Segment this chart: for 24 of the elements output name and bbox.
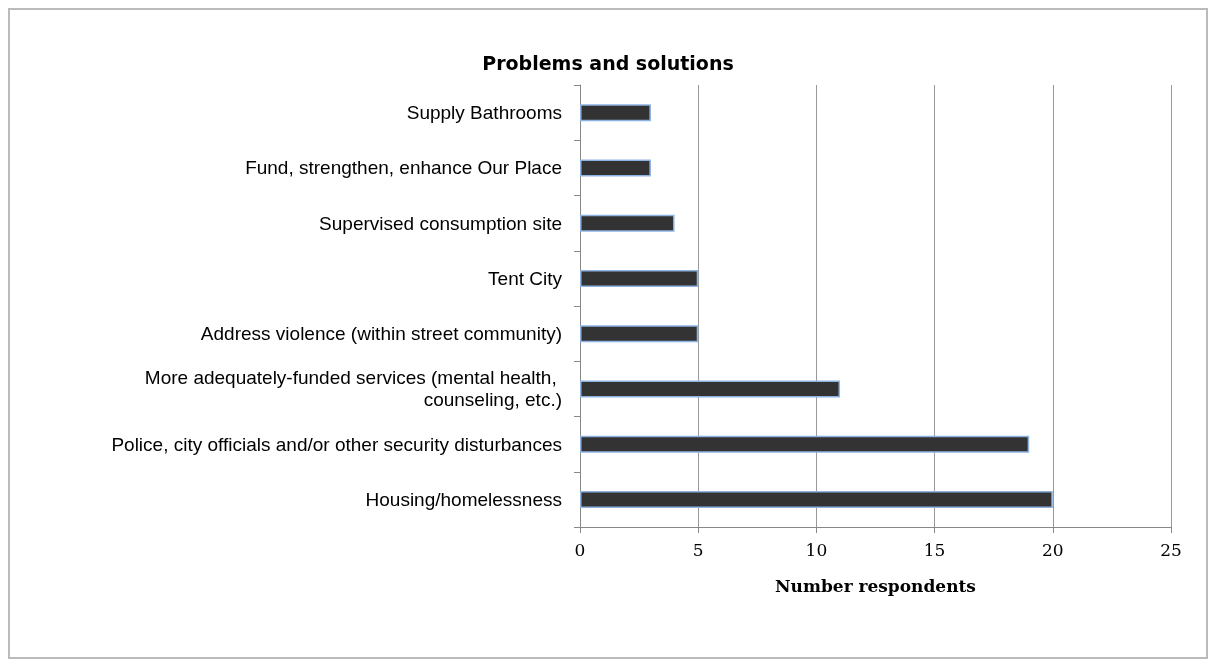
bar (580, 325, 699, 343)
x-tick-label: 20 (1041, 539, 1064, 560)
x-tick-label: 0 (574, 539, 586, 560)
bar (580, 159, 651, 177)
chart-title: Problems and solutions (482, 51, 734, 74)
bar (580, 490, 1053, 508)
x-tick-label: 15 (923, 539, 946, 560)
bar (580, 214, 675, 232)
y-tick-label: Tent City (488, 267, 563, 289)
y-tick-label: Police, city officials and/or other security disturbances (111, 433, 562, 455)
x-tick-label: 25 (1160, 539, 1182, 560)
bar (580, 269, 699, 287)
y-tick-label: Supervised consumption site (319, 212, 562, 234)
y-tick-label: Housing/homelessness (365, 488, 562, 510)
x-axis-title: Number respondents (775, 575, 976, 596)
x-tick-label: 5 (692, 539, 704, 560)
bar (580, 380, 841, 398)
bar (580, 104, 651, 122)
y-tick-label: Supply Bathrooms (406, 102, 562, 124)
y-tick-label: Fund, strengthen, enhance Our Place (245, 157, 562, 179)
y-tick-label: Address violence (within street community) (200, 323, 562, 345)
bar (580, 435, 1030, 453)
y-tick-label: More adequately-funded services (mental health, counseling, etc.) (144, 367, 562, 411)
x-tick-label: 10 (805, 539, 828, 560)
